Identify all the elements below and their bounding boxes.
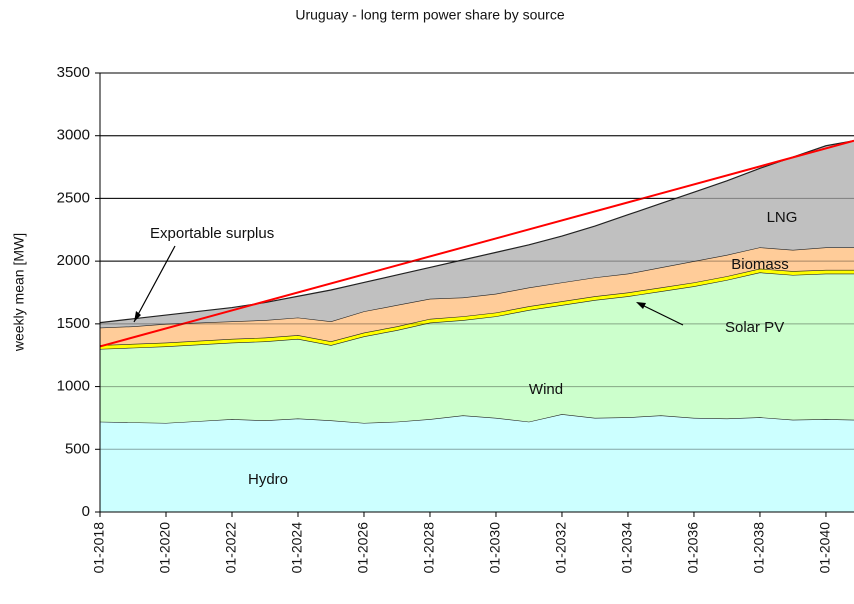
area [100, 414, 854, 512]
y-tick-label: 3500 [57, 64, 90, 81]
y-tick-label: 1000 [57, 378, 90, 395]
area [100, 272, 854, 423]
arrow-head [134, 311, 141, 322]
demand-line [99, 139, 854, 348]
annotation-arrow [133, 245, 176, 323]
x-tick-label: 01-2018 [91, 522, 107, 574]
y-tick-label: 1500 [57, 315, 90, 332]
annotation: Exportable surplus [150, 225, 274, 242]
area [100, 268, 854, 349]
y-tick-label: 500 [65, 440, 90, 457]
x-tick-label: 01-2020 [157, 522, 173, 574]
area-edge [99, 413, 854, 424]
area [100, 140, 854, 328]
y-tick-label: 3000 [57, 127, 90, 144]
y-axis-label: weekly mean [MW] [11, 233, 27, 352]
series-label: LNG [767, 209, 798, 226]
chart-title: Uruguay - long term power share by sourc… [295, 7, 564, 23]
x-tick-label: 01-2030 [487, 522, 503, 574]
series-label: Hydro [248, 471, 288, 488]
y-tick-label: 2000 [57, 252, 90, 269]
x-tick-label: 01-2034 [619, 522, 635, 574]
x-tick-label: 01-2032 [553, 522, 569, 574]
y-tick-label: 2500 [57, 189, 90, 206]
area-edge [99, 140, 854, 324]
x-tick-label: 01-2024 [289, 522, 305, 574]
arrow-head [636, 302, 646, 309]
solar-arrow [637, 302, 684, 326]
plot-area [99, 72, 854, 513]
y-tick-label: 0 [82, 503, 90, 520]
x-tick-label: 01-2026 [355, 522, 371, 574]
x-tick-label: 01-2038 [751, 522, 767, 574]
x-tick-label: 01-2028 [421, 522, 437, 574]
x-tick-label: 01-2036 [685, 522, 701, 574]
x-tick-label: 01-2022 [223, 522, 239, 574]
x-tick-label: 01-2040 [817, 522, 833, 574]
series-label: Solar PV [725, 319, 784, 336]
series-label: Biomass [731, 256, 789, 273]
series-label: Wind [529, 381, 563, 398]
